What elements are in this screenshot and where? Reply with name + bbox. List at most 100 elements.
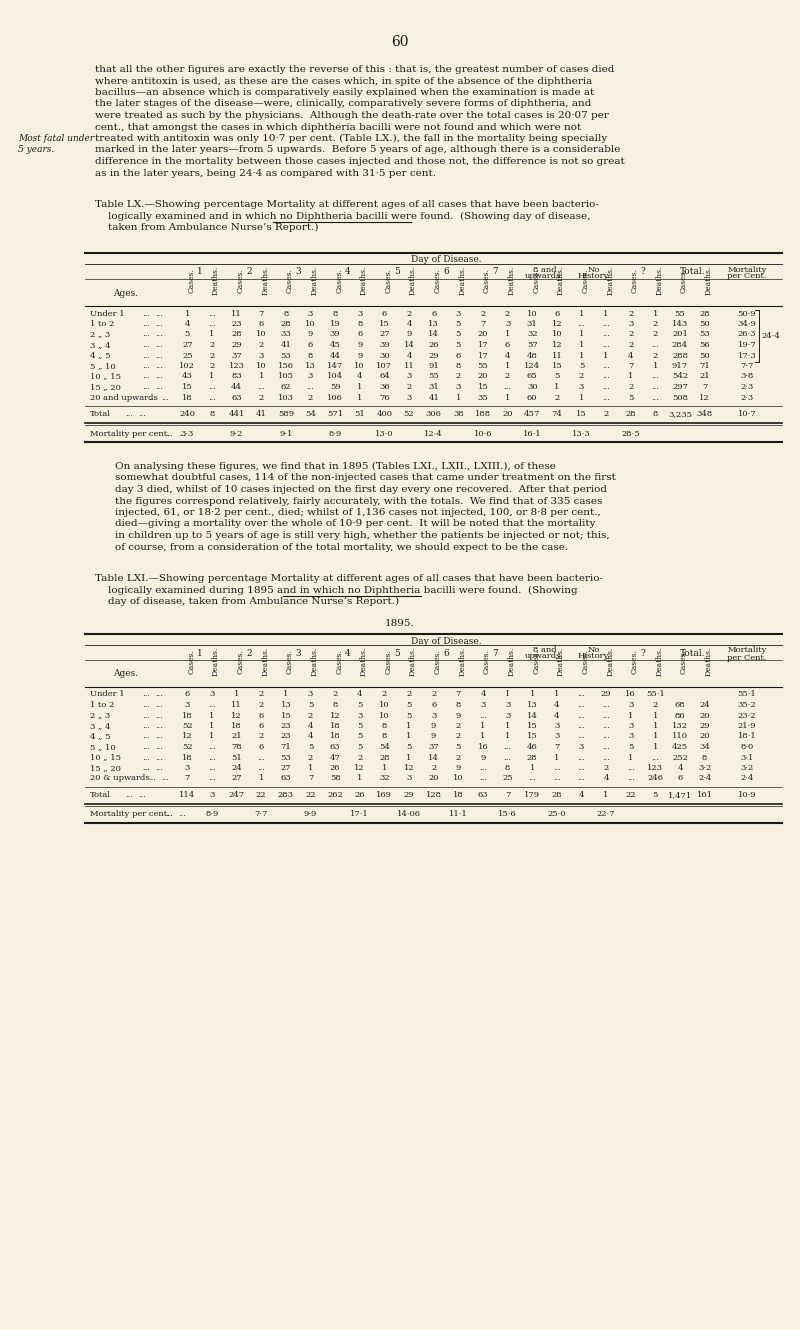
Text: Total: Total [90,410,111,418]
Text: 1: 1 [234,690,239,698]
Text: Cases.: Cases. [532,649,540,674]
Text: 3: 3 [295,649,301,657]
Text: 26·3: 26·3 [738,330,756,339]
Text: 64: 64 [379,372,390,380]
Text: 188: 188 [475,410,491,418]
Text: 1: 1 [197,267,202,277]
Text: 2: 2 [603,410,609,418]
Text: 4: 4 [308,722,314,730]
Text: 4: 4 [308,733,314,741]
Text: 123: 123 [647,763,663,771]
Text: 2·3: 2·3 [740,383,754,391]
Text: 2: 2 [505,372,510,380]
Text: 8: 8 [283,310,289,318]
Text: 30: 30 [527,383,538,391]
Text: 103: 103 [278,394,294,402]
Text: 63: 63 [281,774,291,782]
Text: 2: 2 [258,394,264,402]
Text: 1: 1 [357,394,362,402]
Text: 23: 23 [281,733,291,741]
Text: Deaths.: Deaths. [360,646,368,676]
Text: ...: ... [651,394,659,402]
Text: 54: 54 [305,410,316,418]
Text: 5: 5 [406,712,412,720]
Text: 3: 3 [505,701,510,709]
Text: 917: 917 [672,362,688,370]
Text: 2: 2 [333,690,338,698]
Text: 6: 6 [382,310,387,318]
Text: 2: 2 [406,690,412,698]
Text: 20 and upwards: 20 and upwards [90,394,158,402]
Text: 3: 3 [628,321,634,329]
Text: 28: 28 [551,791,562,799]
Text: treated with antitoxin was only 10·7 per cent. (Table LX.), the fall in the mort: treated with antitoxin was only 10·7 per… [95,134,607,144]
Text: 76: 76 [379,394,390,402]
Text: ...: ... [155,690,163,698]
Text: 6: 6 [554,310,559,318]
Text: 10: 10 [305,321,316,329]
Text: 55·1: 55·1 [738,690,756,698]
Text: 1: 1 [210,372,214,380]
Text: 16: 16 [626,690,636,698]
Text: 29: 29 [601,690,611,698]
Text: 8: 8 [308,351,313,359]
Text: 123: 123 [229,362,245,370]
Text: logically examined and in which no Diphtheria bacilli were found.  (Showing day : logically examined and in which no Dipht… [95,211,590,221]
Text: Day of Disease.: Day of Disease. [410,637,482,645]
Text: ...: ... [258,763,265,771]
Text: 15: 15 [281,712,291,720]
Text: ...: ... [142,330,150,339]
Text: ...: ... [155,351,163,359]
Text: ...: ... [155,340,163,348]
Text: 2: 2 [456,372,461,380]
Text: 38: 38 [453,410,464,418]
Text: 3 „ 4: 3 „ 4 [90,722,110,730]
Text: 35: 35 [478,394,488,402]
Text: 1: 1 [210,733,214,741]
Text: ...: ... [155,712,163,720]
Text: Deaths.: Deaths. [212,646,220,676]
Text: 8: 8 [505,763,510,771]
Text: 1,471: 1,471 [668,791,692,799]
Text: ...: ... [578,754,586,762]
Text: Cases.: Cases. [434,269,442,293]
Text: ...: ... [142,351,150,359]
Text: ...: ... [306,383,314,391]
Text: ...: ... [148,774,156,782]
Text: 2: 2 [308,754,313,762]
Text: 8: 8 [333,310,338,318]
Text: 7: 7 [456,690,461,698]
Text: 8: 8 [382,733,387,741]
Text: Cases.: Cases. [286,269,294,293]
Text: ...: ... [142,340,150,348]
Text: 11: 11 [231,701,242,709]
Text: 2 „ 3: 2 „ 3 [90,330,110,339]
Text: 24·4: 24·4 [761,331,780,339]
Text: difference in the mortality between those cases injected and those not, the diff: difference in the mortality between thos… [95,157,625,166]
Text: 542: 542 [672,372,688,380]
Text: 3: 3 [185,701,190,709]
Text: Deaths.: Deaths. [705,646,713,676]
Text: 10: 10 [354,362,365,370]
Text: 43: 43 [182,372,193,380]
Text: ...: ... [125,410,133,418]
Text: 2: 2 [456,754,461,762]
Text: 27: 27 [231,774,242,782]
Text: Cases.: Cases. [630,269,638,293]
Text: 1: 1 [283,690,289,698]
Text: ...: ... [178,810,186,818]
Text: 107: 107 [377,362,393,370]
Text: 55: 55 [478,362,488,370]
Text: 6: 6 [185,690,190,698]
Text: ...: ... [142,321,150,329]
Text: 28: 28 [231,330,242,339]
Text: 53: 53 [281,351,291,359]
Text: 54: 54 [379,743,390,751]
Text: 9: 9 [456,712,461,720]
Text: ...: ... [504,743,511,751]
Text: Mortality: Mortality [727,646,766,654]
Text: 18: 18 [330,733,341,741]
Text: 9·1: 9·1 [279,430,293,438]
Text: Deaths.: Deaths. [557,646,565,676]
Text: 71: 71 [699,362,710,370]
